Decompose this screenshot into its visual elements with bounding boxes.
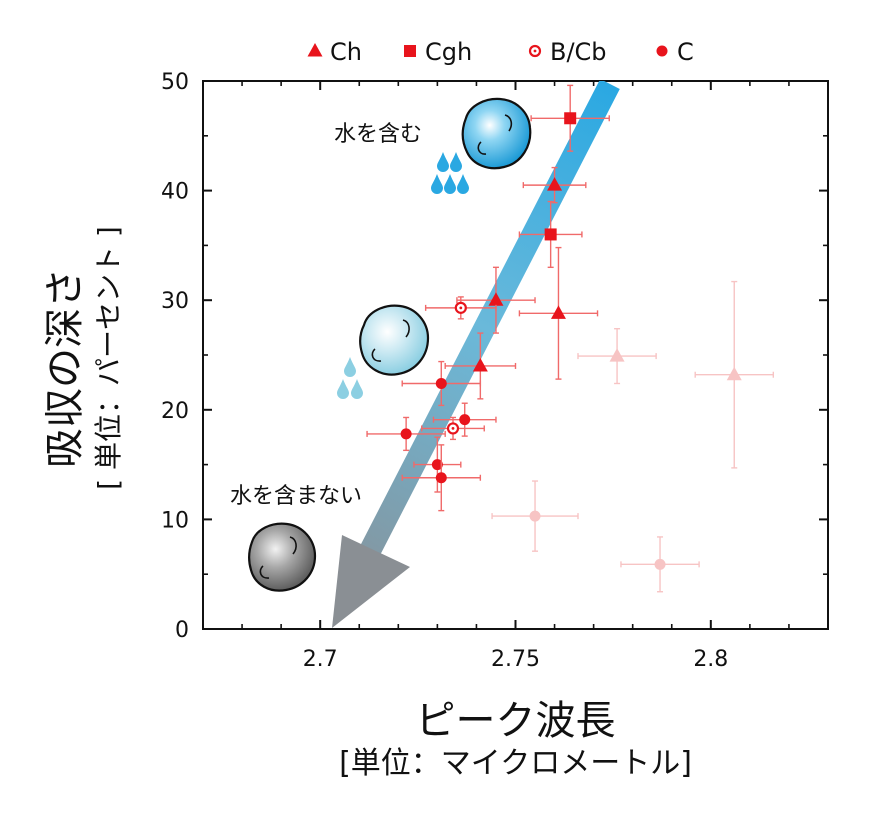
x-axis-title: ピーク波長 — [415, 698, 616, 744]
axis-ticks: 0 10 20 30 40 50 2.7 2.75 2.8 — [161, 70, 829, 672]
x-tick-label: 2.75 — [491, 647, 540, 672]
water-drops-icon — [337, 357, 363, 399]
annotation-water: 水を含む — [334, 122, 422, 147]
y-axis-unit: [ 単位：パーセント ] — [92, 226, 125, 490]
faded-points — [491, 280, 775, 593]
legend-label: C — [677, 38, 694, 66]
y-tick-label: 10 — [161, 508, 189, 533]
cgh-point — [544, 228, 557, 241]
y-axis-title: 吸収の深さ — [42, 268, 88, 468]
x-tick-label: 2.8 — [693, 647, 728, 672]
moist-asteroid-icon — [359, 304, 430, 376]
ch-point — [472, 357, 488, 372]
ch-point — [547, 177, 563, 191]
water-drops-icon — [431, 152, 469, 194]
y-tick-label: 30 — [161, 289, 189, 314]
faded-point — [726, 366, 742, 381]
faded-point — [529, 510, 541, 522]
x-axis-unit: [単位：マイクロメートル] — [339, 746, 692, 781]
faded-point — [654, 558, 666, 570]
legend-marker-b-cb-center — [533, 49, 537, 53]
legend-marker-cgh — [404, 45, 416, 57]
trend-arrow-shaft — [348, 81, 620, 580]
c-point — [435, 377, 447, 389]
legend-label: Cgh — [425, 38, 472, 66]
legend-label: Ch — [330, 38, 362, 66]
ch-point — [488, 292, 504, 306]
x-tick-label: 2.7 — [303, 647, 338, 672]
b-cb-point-center — [451, 427, 455, 430]
y-tick-label: 50 — [161, 70, 189, 95]
legend: Ch Cgh B/Cb C — [307, 38, 694, 66]
c-point — [431, 459, 443, 471]
y-tick-label: 0 — [175, 618, 189, 643]
legend-label: B/Cb — [550, 38, 607, 66]
annotation-no-water: 水を含まない — [230, 484, 362, 509]
y-tick-label: 40 — [161, 180, 189, 205]
legend-marker-c — [656, 45, 668, 57]
faded-point — [609, 348, 625, 362]
c-point — [459, 414, 471, 426]
b-cb-point-center — [459, 306, 463, 310]
y-tick-label: 20 — [161, 399, 189, 424]
c-point — [435, 472, 447, 484]
ch-point — [550, 305, 566, 319]
trend-arrow-head — [332, 535, 410, 628]
data-points — [366, 84, 610, 512]
wet-asteroid-icon — [461, 97, 532, 170]
legend-marker-ch — [307, 43, 323, 57]
cgh-point — [564, 112, 577, 125]
dry-asteroid-icon — [248, 522, 317, 592]
c-point — [400, 428, 412, 440]
